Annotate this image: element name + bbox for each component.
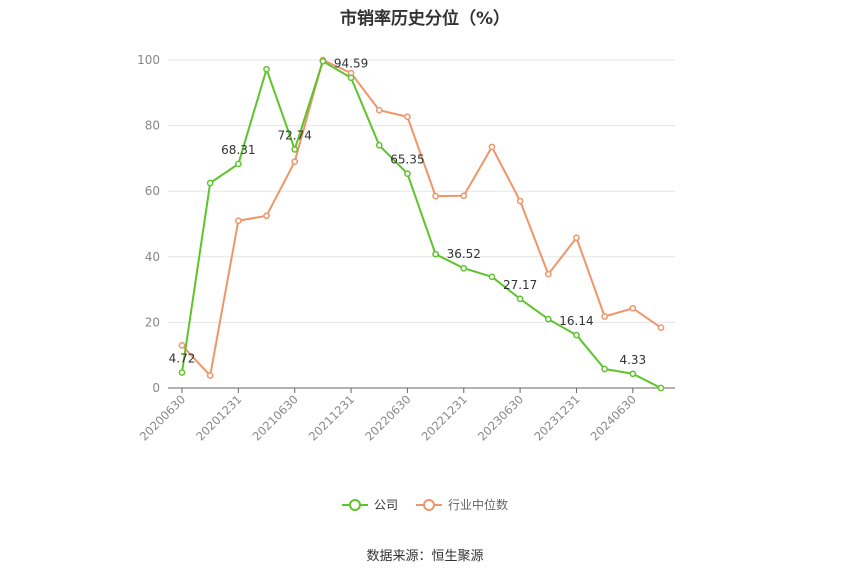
data-point bbox=[657, 384, 665, 392]
legend: 公司 行业中位数 bbox=[0, 496, 850, 513]
data-point bbox=[460, 264, 468, 272]
x-tick-label: 20201231 bbox=[193, 392, 244, 443]
data-point bbox=[488, 143, 496, 151]
y-tick-label: 60 bbox=[145, 184, 160, 198]
data-point bbox=[375, 106, 383, 114]
data-point bbox=[263, 65, 270, 73]
y-tick-label: 40 bbox=[145, 250, 160, 264]
data-point bbox=[601, 313, 608, 320]
data-point bbox=[263, 212, 270, 220]
legend-label: 行业中位数 bbox=[448, 498, 509, 512]
data-label: 36.52 bbox=[447, 247, 481, 261]
legend-swatch bbox=[341, 498, 368, 511]
data-point bbox=[629, 304, 637, 312]
data-point bbox=[319, 57, 327, 65]
x-tick-label: 20211231 bbox=[306, 392, 357, 443]
data-point bbox=[432, 250, 439, 258]
data-label: 68.31 bbox=[221, 143, 255, 157]
data-point bbox=[178, 342, 186, 349]
data-point bbox=[178, 369, 186, 376]
data-point bbox=[432, 192, 439, 200]
data-point bbox=[544, 315, 552, 323]
y-tick-label: 0 bbox=[152, 381, 160, 395]
axes: 0 20 40 60 80 100 20200630 20201231 20210630 2021… bbox=[137, 53, 675, 444]
data-point bbox=[404, 170, 411, 178]
data-point bbox=[235, 160, 242, 168]
legend-item-company[interactable]: 公司 bbox=[341, 496, 398, 513]
data-point bbox=[206, 372, 214, 379]
data-label: 27.17 bbox=[503, 278, 537, 292]
legend-label: 公司 bbox=[373, 498, 398, 512]
data-point bbox=[488, 273, 496, 281]
data-point bbox=[404, 113, 411, 121]
y-tick-label: 20 bbox=[145, 315, 160, 329]
data-label: 16.14 bbox=[559, 314, 593, 328]
series-line-company bbox=[181, 60, 662, 389]
data-point bbox=[657, 324, 665, 331]
data-point bbox=[375, 141, 383, 149]
chart-title: 市销率历史分位（%） bbox=[339, 9, 511, 29]
data-point bbox=[516, 197, 524, 205]
data-point bbox=[573, 331, 580, 339]
data-label: 94.59 bbox=[334, 57, 368, 71]
data-label: 65.35 bbox=[390, 153, 424, 167]
x-tick-label: 20230630 bbox=[475, 392, 526, 443]
data-label: 4.33 bbox=[619, 353, 646, 367]
data-point bbox=[235, 217, 242, 225]
data-point bbox=[291, 146, 299, 153]
legend-item-industry[interactable]: 行业中位数 bbox=[416, 496, 508, 513]
y-tick-label: 80 bbox=[145, 119, 160, 133]
data-point bbox=[206, 179, 214, 187]
data-point bbox=[516, 295, 524, 303]
x-tick-label: 20231231 bbox=[531, 392, 582, 443]
data-labels: 4.72 68.31 72.74 94.59 65.35 36.52 27.17 16.14 4… bbox=[169, 57, 647, 367]
x-tick-label: 20200630 bbox=[137, 392, 188, 443]
x-tick-label: 20240630 bbox=[588, 392, 639, 443]
data-point bbox=[601, 365, 608, 373]
data-point bbox=[573, 234, 580, 242]
data-point bbox=[460, 192, 468, 200]
data-point bbox=[629, 370, 637, 378]
data-point bbox=[291, 158, 299, 166]
y-tick-label: 100 bbox=[137, 53, 160, 67]
data-label: 4.72 bbox=[169, 352, 196, 366]
data-point bbox=[347, 74, 355, 82]
x-tick-label: 20221231 bbox=[419, 392, 470, 443]
x-tick-label: 20220630 bbox=[362, 392, 413, 443]
source-note: 数据来源：恒生聚源 bbox=[366, 549, 484, 564]
series-lines bbox=[178, 56, 665, 392]
grid-lines bbox=[168, 59, 675, 323]
data-point bbox=[544, 270, 552, 278]
x-tick-label: 20210630 bbox=[250, 392, 301, 443]
legend-swatch bbox=[416, 498, 442, 511]
series-line-industry bbox=[181, 59, 662, 377]
data-label: 72.74 bbox=[278, 128, 312, 142]
